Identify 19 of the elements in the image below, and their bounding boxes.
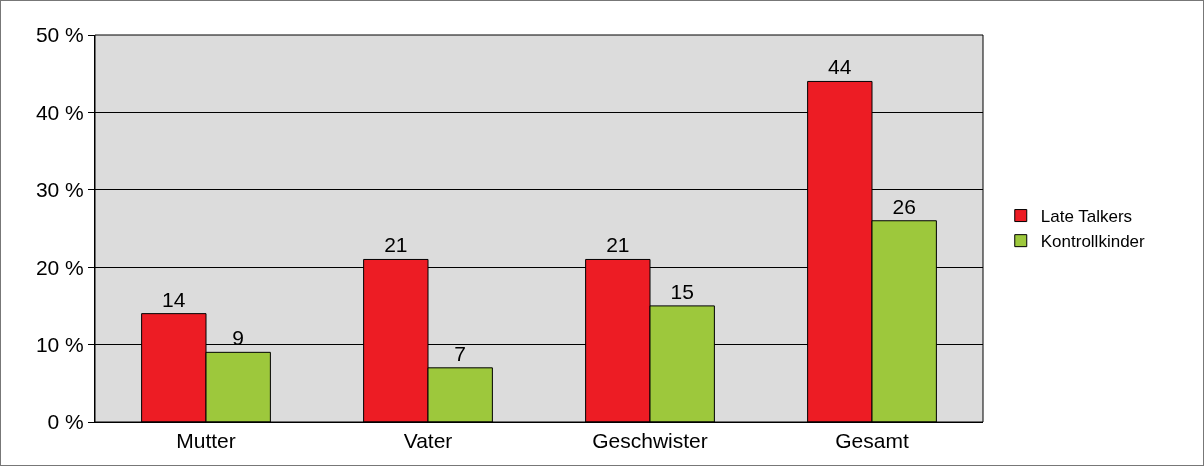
x-tick-label: Geschwister	[592, 429, 708, 453]
data-label: 21	[606, 233, 630, 257]
data-label: 15	[670, 279, 694, 303]
y-tick-label: 40 %	[35, 100, 84, 124]
y-tick-label: 20 %	[35, 255, 84, 279]
data-label: 21	[384, 233, 408, 257]
data-label: 7	[454, 341, 467, 365]
x-tick-label: Gesamt	[835, 429, 909, 453]
y-tick-label: 30 %	[35, 178, 84, 202]
x-tick-label: Mutter	[176, 429, 236, 453]
legend-label: Late Talkers	[1040, 207, 1133, 227]
data-label: 44	[827, 55, 852, 79]
x-tick-label: Vater	[403, 429, 453, 453]
data-label: 14	[161, 287, 186, 311]
y-tick-label: 50 %	[35, 23, 84, 47]
y-tick-label: 10 %	[35, 332, 84, 356]
y-tick-label: 0 %	[47, 410, 84, 434]
legend-label: Kontrollkinder	[1040, 232, 1146, 252]
data-label: 26	[892, 194, 916, 218]
